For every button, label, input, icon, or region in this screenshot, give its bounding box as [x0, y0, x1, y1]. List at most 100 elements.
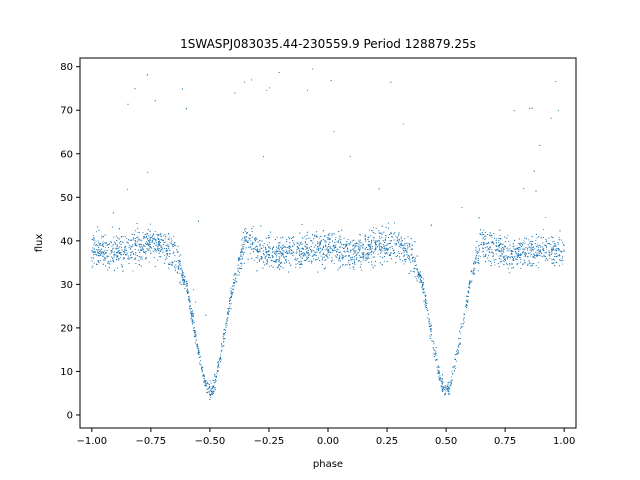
- data-point: [378, 243, 381, 245]
- data-point: [301, 237, 303, 239]
- data-point: [406, 256, 409, 258]
- data-point: [141, 258, 143, 260]
- data-point: [548, 250, 550, 252]
- data-point: [127, 255, 129, 257]
- data-point: [542, 242, 544, 244]
- data-point: [366, 254, 368, 256]
- data-point: [476, 261, 478, 264]
- data-point: [385, 236, 387, 238]
- data-point: [200, 364, 202, 366]
- data-point: [145, 241, 148, 243]
- data-point: [205, 314, 207, 316]
- data-point: [288, 246, 290, 248]
- data-point: [289, 238, 291, 240]
- data-point: [326, 249, 329, 251]
- data-point: [511, 267, 513, 269]
- data-point: [147, 249, 149, 251]
- data-point: [227, 308, 229, 310]
- data-point: [276, 252, 278, 254]
- data-point: [536, 246, 538, 248]
- data-point: [158, 248, 160, 250]
- data-point: [287, 260, 289, 262]
- data-point: [153, 238, 155, 240]
- data-point: [129, 239, 131, 241]
- data-point: [405, 258, 407, 260]
- data-point: [226, 324, 228, 326]
- data-point: [306, 256, 308, 258]
- data-point: [403, 247, 405, 249]
- data-point: [557, 243, 559, 245]
- data-point: [241, 251, 244, 253]
- data-point: [354, 256, 356, 258]
- data-point: [475, 252, 477, 254]
- data-point: [209, 380, 211, 382]
- data-point: [473, 267, 475, 269]
- data-point: [533, 256, 535, 258]
- data-point: [226, 320, 228, 322]
- data-point: [411, 244, 413, 246]
- data-point: [276, 249, 278, 251]
- data-point: [107, 261, 109, 263]
- data-point: [351, 256, 353, 258]
- data-point: [371, 229, 373, 232]
- data-point: [193, 321, 195, 323]
- data-point: [132, 270, 134, 272]
- data-point: [419, 278, 421, 280]
- data-point: [388, 243, 391, 245]
- data-point: [219, 361, 221, 363]
- data-point: [122, 270, 124, 272]
- data-point: [536, 252, 538, 254]
- data-point: [109, 263, 111, 265]
- data-point: [164, 262, 166, 264]
- data-point: [534, 255, 536, 257]
- data-point: [286, 240, 288, 243]
- data-point: [167, 263, 170, 265]
- data-point: [193, 289, 195, 291]
- data-point: [229, 299, 231, 301]
- data-point: [106, 249, 108, 252]
- data-point: [308, 253, 310, 255]
- data-point: [130, 254, 132, 256]
- data-point: [276, 236, 278, 238]
- data-point: [512, 246, 514, 248]
- data-point: [140, 265, 142, 267]
- data-point: [202, 370, 204, 372]
- data-point: [99, 255, 101, 257]
- data-point: [233, 285, 235, 287]
- data-point: [474, 260, 476, 262]
- data-point: [137, 236, 139, 238]
- data-point: [182, 278, 185, 280]
- data-point: [141, 246, 143, 248]
- data-point: [367, 256, 369, 258]
- data-point: [143, 237, 145, 240]
- data-point: [486, 233, 489, 236]
- data-point: [186, 292, 189, 294]
- data-point: [295, 252, 297, 254]
- data-point: [238, 271, 240, 273]
- data-point: [309, 248, 311, 250]
- data-point: [540, 237, 542, 239]
- data-point: [398, 233, 400, 235]
- data-point: [181, 274, 183, 277]
- data-point: [204, 380, 206, 382]
- data-point: [230, 296, 232, 298]
- data-point: [254, 246, 256, 248]
- data-point: [163, 242, 165, 244]
- data-point: [424, 306, 427, 308]
- data-point: [109, 253, 111, 255]
- data-point: [177, 265, 179, 267]
- data-point: [478, 244, 480, 247]
- data-point: [326, 247, 328, 249]
- data-point: [149, 238, 151, 240]
- data-point: [319, 259, 321, 262]
- data-point: [174, 255, 176, 257]
- data-point: [211, 388, 213, 390]
- data-point: [98, 260, 100, 262]
- data-point: [323, 253, 325, 256]
- data-point: [472, 271, 475, 273]
- data-point: [545, 251, 547, 253]
- data-point: [273, 260, 275, 262]
- data-point: [192, 313, 194, 315]
- data-point: [172, 236, 174, 238]
- data-point: [296, 242, 298, 244]
